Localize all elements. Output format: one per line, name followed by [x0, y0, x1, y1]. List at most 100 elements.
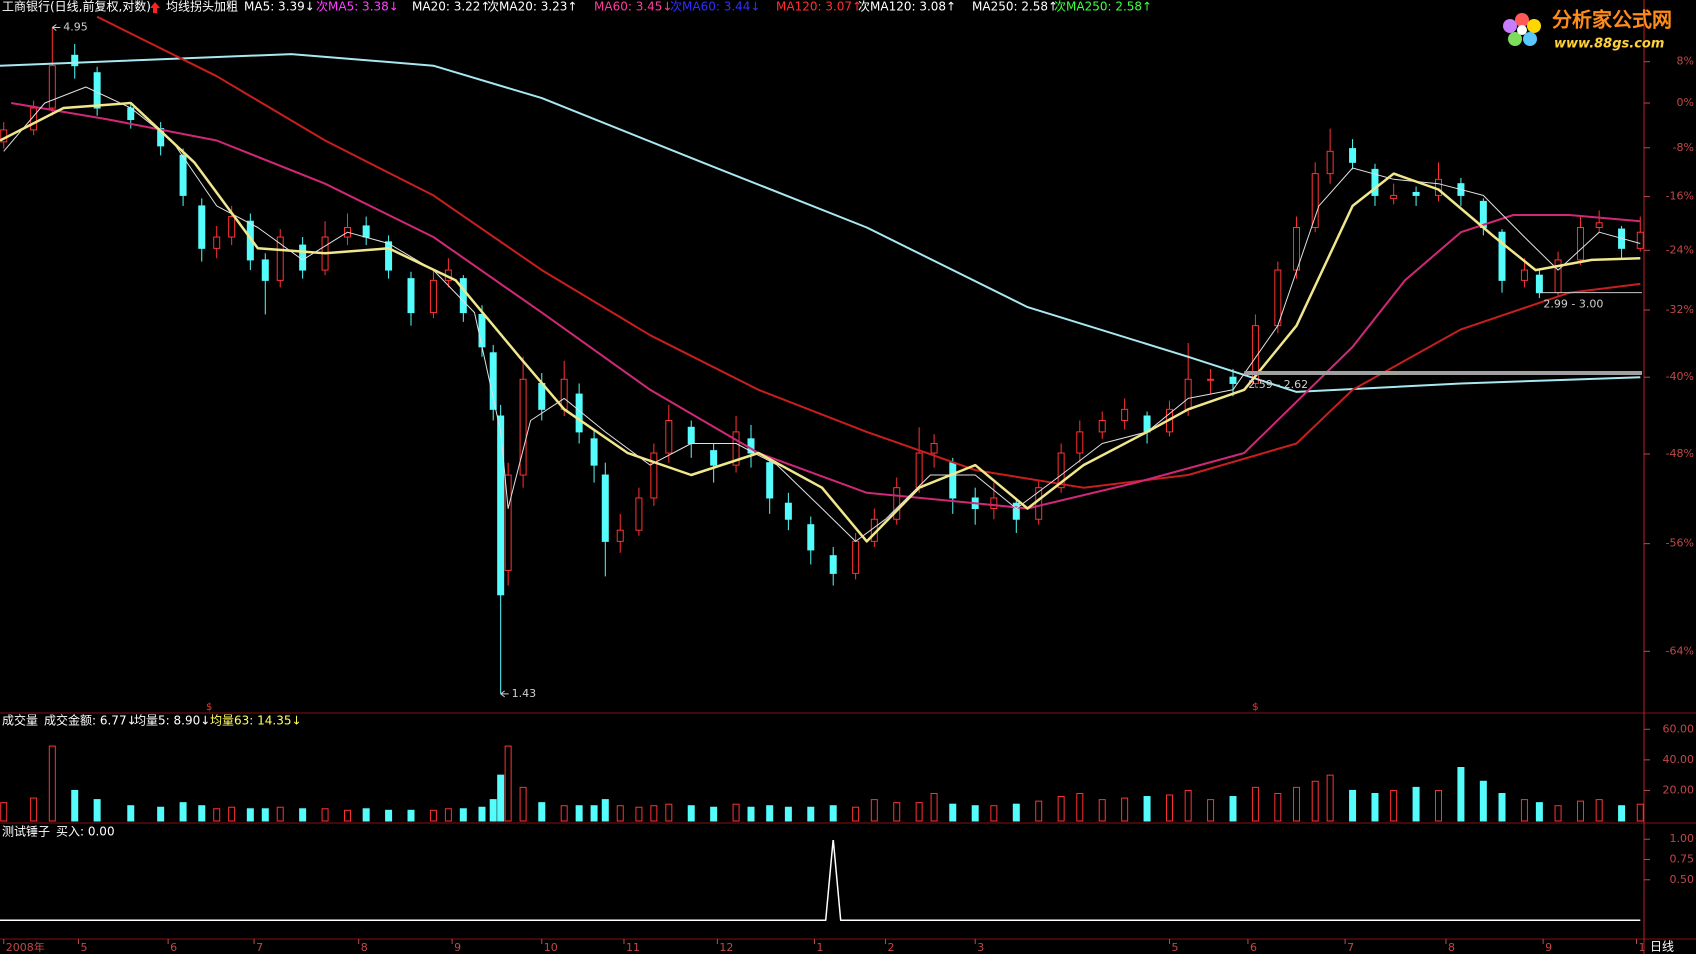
line-series: [11, 102, 1641, 510]
label-pointer: [500, 690, 509, 698]
candle-body: [949, 462, 957, 499]
y-tick-label: -48%: [1666, 447, 1694, 460]
candle-body: [990, 497, 998, 510]
candle-body: [1121, 408, 1129, 421]
legend-item: MA120: 3.07↑: [776, 0, 862, 14]
volume-bar: [1390, 789, 1398, 822]
volume-title: 成交量: [2, 713, 38, 728]
volume-bar: [179, 802, 187, 822]
x-tick-label: 7: [256, 941, 263, 954]
candle-body: [261, 259, 269, 281]
candle-body: [1326, 150, 1334, 175]
volume-bar: [385, 809, 393, 822]
x-tick-label: 6: [170, 941, 177, 954]
volume-bar: [538, 802, 546, 822]
candle-body: [228, 216, 236, 238]
candle-body: [590, 438, 598, 466]
volume-bar: [261, 808, 269, 822]
y-tick-label: 0.50: [1670, 873, 1695, 886]
period-label: 日线: [1650, 940, 1674, 954]
x-tick-label: 7: [1347, 941, 1354, 954]
volume-bar: [575, 805, 583, 822]
candle-body: [157, 128, 165, 147]
legend-item: 次MA250: 2.58↑: [1054, 0, 1152, 14]
candle-body: [407, 278, 415, 314]
volume-bar: [362, 808, 370, 822]
volume-bar: [665, 803, 673, 822]
volume-bar: [459, 808, 467, 822]
volume-bar: [478, 806, 486, 822]
range-label: 2.99 - 3.00: [1543, 298, 1603, 311]
volume-bar: [766, 805, 774, 822]
legend-item: 买入: 0.00: [56, 825, 115, 839]
candle-body: [519, 378, 527, 476]
volume-bar: [1121, 797, 1129, 822]
x-tick-label: 2008年: [6, 940, 45, 954]
y-tick-label: 1.00: [1670, 832, 1695, 845]
candle-body: [179, 154, 187, 196]
legend-item: 次MA20: 3.23↑: [487, 0, 577, 14]
volume-bar: [601, 799, 609, 822]
volume-bar: [444, 808, 452, 822]
volume-bar: [497, 774, 505, 822]
candle-body: [650, 452, 658, 499]
candle-body: [362, 225, 370, 238]
candle-body: [829, 555, 837, 574]
candle-body: [1035, 487, 1043, 520]
candle-body: [93, 72, 101, 109]
legend-item: MA60: 3.45↓: [594, 0, 672, 14]
volume-bar: [1435, 789, 1442, 822]
line-series: [0, 53, 1641, 393]
candle-body: [1076, 431, 1084, 454]
candle-body: [489, 352, 497, 410]
y-tick-label: -56%: [1666, 537, 1694, 550]
volume-bar: [321, 808, 329, 822]
x-tick-label: 11: [626, 941, 640, 954]
price-label: 4.95: [63, 20, 88, 33]
signal-marker: $: [206, 702, 212, 713]
volume-bar: [1498, 792, 1506, 822]
label-pointer: [52, 24, 61, 31]
x-tick-label: 1: [1639, 941, 1646, 954]
indicator-title: 测试锤子: [2, 824, 50, 839]
candle-body: [665, 419, 673, 454]
candle-body: [429, 279, 437, 314]
x-tick-label: 5: [1171, 941, 1178, 954]
volume-bar: [1554, 805, 1562, 822]
volume-bar: [616, 805, 624, 822]
legend-item: 次MA120: 3.08↑: [858, 0, 956, 14]
x-tick-label: 6: [1250, 941, 1257, 954]
line-series: [0, 840, 1641, 922]
volume-bar: [407, 809, 415, 822]
volume-bar: [1229, 796, 1237, 822]
volume-bar: [1057, 796, 1065, 822]
volume-bar: [1479, 780, 1487, 822]
volume-bar: [1076, 792, 1084, 822]
volume-bar: [504, 745, 512, 822]
candle-body: [1207, 378, 1215, 381]
volume-bar: [228, 806, 236, 822]
candle-body: [710, 450, 718, 466]
candle-body: [459, 278, 467, 314]
volume-bar: [429, 809, 437, 822]
volume-bar: [213, 808, 221, 822]
volume-bar: [1165, 794, 1173, 822]
stock-title: 工商银行(日线,前复权,对数): [2, 0, 151, 14]
candle-body: [784, 502, 792, 520]
y-tick-label: 0%: [1677, 96, 1694, 109]
candle-body: [504, 474, 512, 571]
candle-body: [1229, 376, 1237, 384]
volume-bar: [1098, 799, 1106, 822]
candle-body: [732, 431, 740, 466]
candle-body: [1098, 419, 1106, 433]
candle-body: [1435, 178, 1442, 196]
legend-item: 均量63: 14.35↓: [210, 714, 302, 728]
volume-bar: [343, 809, 351, 822]
candle-body: [1535, 274, 1543, 294]
legend-item: MA20: 3.22↑: [412, 0, 490, 14]
volume-bar: [829, 805, 837, 822]
x-tick-label: 5: [80, 941, 87, 954]
volume-bar: [246, 808, 254, 822]
